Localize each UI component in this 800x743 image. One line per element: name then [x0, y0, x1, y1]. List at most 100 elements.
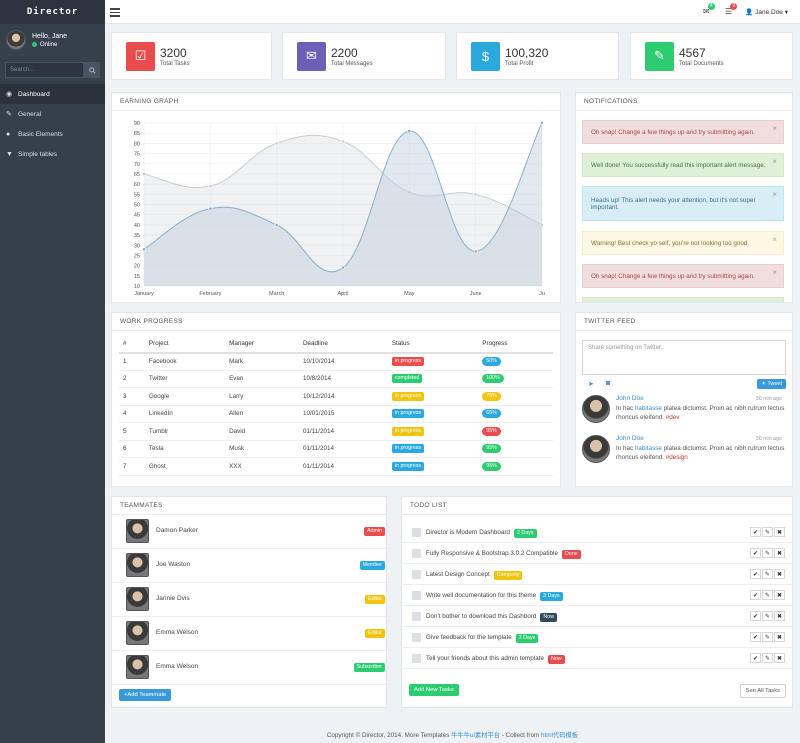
- teammate-avatar: [126, 587, 149, 611]
- close-icon[interactable]: ×: [772, 124, 777, 133]
- todo-item: Write well documentation for this theme 3…: [402, 585, 793, 606]
- check-icon[interactable]: ✔: [750, 527, 761, 537]
- cell-project: Facebook: [144, 352, 226, 371]
- teammate-avatar: [126, 655, 149, 679]
- remove-icon[interactable]: ✖: [774, 569, 785, 579]
- tweet-button-label: Tweet: [767, 381, 782, 387]
- close-icon[interactable]: ×: [772, 235, 777, 244]
- pencil-icon[interactable]: ✎: [762, 569, 773, 579]
- user-status-label: Online: [40, 41, 58, 48]
- check-icon[interactable]: ✔: [750, 569, 761, 579]
- alert-text: Well done! You successfully read this im…: [591, 161, 766, 169]
- remove-icon[interactable]: ✖: [774, 527, 785, 537]
- data-point[interactable]: [142, 247, 146, 252]
- data-point[interactable]: [274, 222, 279, 227]
- close-icon[interactable]: ×: [772, 157, 777, 166]
- data-point[interactable]: [540, 222, 544, 227]
- stat-value: 100,320: [505, 45, 549, 60]
- sidebar-search: Search...: [5, 62, 100, 78]
- todo-checkbox[interactable]: [412, 528, 421, 537]
- location-icon[interactable]: ➤: [588, 381, 594, 388]
- cell-project: Tesla: [144, 440, 226, 458]
- data-point[interactable]: [208, 184, 213, 189]
- footer-link-collect[interactable]: html代码模板: [541, 732, 579, 739]
- sidebar-item-general[interactable]: ✎ General: [0, 104, 105, 124]
- todo-checkbox[interactable]: [412, 591, 421, 600]
- remove-icon[interactable]: ✖: [774, 632, 785, 642]
- todo-checkbox[interactable]: [412, 570, 421, 579]
- menu-toggle-icon[interactable]: [110, 8, 120, 19]
- add-new-tasks-button[interactable]: Add New Tasks: [409, 684, 459, 696]
- data-point[interactable]: [540, 121, 544, 125]
- pencil-icon[interactable]: ✎: [762, 548, 773, 558]
- cell-manager: David: [225, 422, 299, 441]
- close-icon[interactable]: ×: [772, 268, 777, 277]
- tweet-text: In hac habitasse platea dictumst. Proin …: [616, 444, 786, 462]
- user-icon: 👤: [745, 9, 754, 16]
- add-teammate-button[interactable]: +Add Teammate: [119, 689, 172, 701]
- data-point[interactable]: [473, 192, 478, 197]
- tweet-author[interactable]: John Doe: [616, 395, 644, 402]
- data-point[interactable]: [341, 139, 345, 144]
- close-icon[interactable]: ×: [772, 190, 777, 199]
- pencil-icon[interactable]: ✎: [762, 632, 773, 642]
- sidebar-item-basic-elements[interactable]: ● Basic Elements: [0, 124, 105, 144]
- sidebar-search-input[interactable]: Search...: [5, 62, 84, 78]
- tweet-hashtag[interactable]: #dev: [665, 414, 680, 421]
- tweet-input[interactable]: Share something on Twitter..: [582, 340, 786, 375]
- check-icon[interactable]: ✔: [750, 590, 761, 600]
- panel-title: NOTIFICATIONS: [576, 93, 792, 111]
- remove-icon[interactable]: ✖: [774, 548, 785, 558]
- todo-checkbox[interactable]: [412, 654, 421, 663]
- tweet-link[interactable]: habitasse: [634, 445, 662, 452]
- y-tick-label: 85: [134, 131, 140, 137]
- todo-list-panel: TODO LIST Director is Modern Dashboard 2 …: [401, 496, 793, 708]
- pencil-icon[interactable]: ✎: [762, 527, 773, 537]
- remove-icon[interactable]: ✖: [774, 653, 785, 663]
- check-icon[interactable]: ✔: [750, 653, 761, 663]
- tweet-author[interactable]: John Doe: [616, 435, 644, 442]
- sidebar-item-dashboard[interactable]: ◉ Dashboard: [0, 84, 105, 104]
- progress-badge: 65%: [482, 409, 501, 419]
- footer-link-templates[interactable]: 牛牛牛ui素材平台: [451, 732, 501, 739]
- sidebar-search-button[interactable]: [84, 62, 100, 78]
- check-icon[interactable]: ✔: [750, 611, 761, 621]
- remove-icon[interactable]: ✖: [774, 611, 785, 621]
- remove-icon[interactable]: ✖: [774, 590, 785, 600]
- table-row: 4 LinkedIn Allen 10/01/2015 in progress 65%: [119, 405, 553, 423]
- data-point[interactable]: [407, 190, 412, 195]
- tweet-button[interactable]: ✦ Tweet: [757, 379, 786, 389]
- todo-checkbox[interactable]: [412, 633, 421, 642]
- data-point[interactable]: [142, 172, 146, 176]
- todo-text-wrap: Latest Design Concept Company: [426, 571, 523, 580]
- tweet-link[interactable]: habitasse: [634, 405, 662, 412]
- paperclip-icon: ✎: [645, 41, 674, 71]
- check-icon[interactable]: ✔: [750, 632, 761, 642]
- data-point[interactable]: [208, 206, 213, 211]
- data-point[interactable]: [407, 129, 412, 134]
- brand-logo[interactable]: Director: [0, 0, 105, 24]
- pencil-icon[interactable]: ✎: [762, 590, 773, 600]
- tasks-button[interactable]: ☰ 9: [725, 3, 738, 16]
- user-menu[interactable]: 👤 Jane Doe ▾: [745, 8, 788, 16]
- data-point[interactable]: [341, 265, 345, 270]
- teammate-name: Emma Welson: [156, 629, 199, 636]
- pencil-icon[interactable]: ✎: [762, 653, 773, 663]
- sidebar-item-simple-tables[interactable]: ▼ Simple tables: [0, 144, 105, 164]
- camera-icon[interactable]: ◙: [606, 380, 611, 387]
- data-point[interactable]: [473, 249, 478, 254]
- todo-checkbox[interactable]: [412, 612, 421, 621]
- stat-label: Total Messages: [331, 60, 373, 67]
- y-tick-label: 75: [134, 152, 140, 158]
- teammate-row: Damon Parker Admin: [112, 515, 393, 549]
- teammate-name: Emma Welson: [156, 663, 199, 670]
- check-icon[interactable]: ✔: [750, 548, 761, 558]
- see-all-tasks-button[interactable]: See All Tasks: [739, 684, 786, 698]
- sidebar: Director Hello, Jane Online Search... ◉ D…: [0, 0, 105, 743]
- tweet-hashtag[interactable]: #design: [665, 454, 688, 461]
- cell-status: in progress: [387, 440, 479, 458]
- todo-checkbox[interactable]: [412, 549, 421, 558]
- pencil-icon[interactable]: ✎: [762, 611, 773, 621]
- mail-button[interactable]: ✉ 4: [703, 3, 715, 16]
- data-point[interactable]: [274, 141, 279, 146]
